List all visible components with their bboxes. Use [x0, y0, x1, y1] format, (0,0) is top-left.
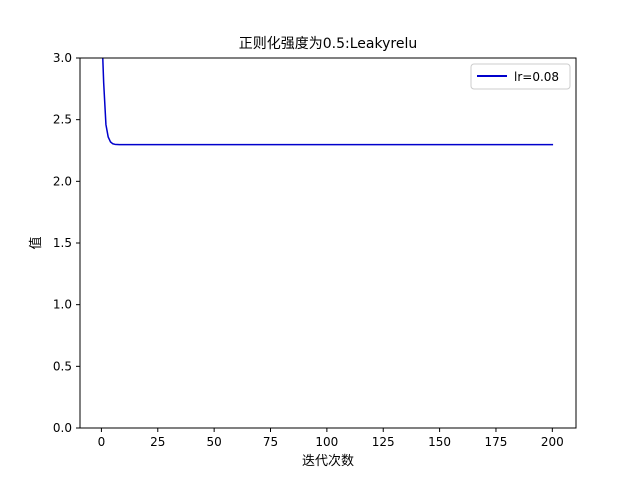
x-tick-label: 75: [263, 435, 278, 449]
legend: lr=0.08: [470, 63, 571, 90]
legend-label: lr=0.08: [514, 70, 559, 84]
x-axis-label: 迭代次数: [302, 453, 354, 469]
y-tick-label: 2.0: [53, 174, 72, 188]
x-tick-label: 50: [207, 435, 222, 449]
legend-box: [470, 63, 571, 90]
y-axis-label: 值: [28, 236, 44, 249]
x-tick-label: 125: [372, 435, 395, 449]
chart-title: 正则化强度为0.5:Leakyrelu: [239, 36, 417, 52]
y-axis-ticks: 0.0 0.5 1.0 1.5 2.0 2.5 3.0: [53, 51, 80, 435]
y-tick-label: 1.0: [53, 298, 72, 312]
series-layer: [102, 58, 554, 146]
y-tick-label: 2.5: [53, 113, 72, 127]
x-tick-label: 100: [315, 435, 338, 449]
x-axis-ticks: 0 25 50 75 100 125 150 175 200: [98, 428, 564, 449]
x-tick-label: 150: [428, 435, 451, 449]
x-tick-label: 200: [541, 435, 564, 449]
y-tick-label: 0.5: [53, 359, 72, 373]
y-tick-label: 0.0: [53, 421, 72, 435]
plot-frame: [79, 57, 577, 429]
y-tick-label: 1.5: [53, 236, 72, 250]
x-tick-label: 175: [485, 435, 508, 449]
x-tick-label: 0: [98, 435, 106, 449]
x-tick-label: 25: [150, 435, 165, 449]
series-line: [102, 58, 554, 146]
y-tick-label: 3.0: [53, 51, 72, 65]
